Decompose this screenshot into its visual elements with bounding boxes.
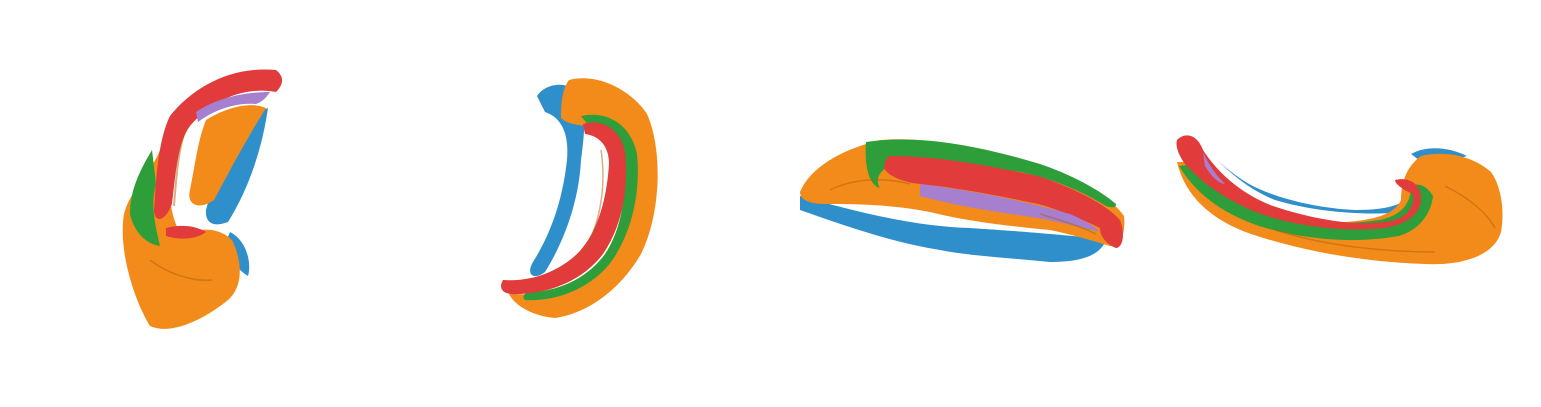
render-view-3 — [770, 0, 1155, 407]
render-view-2 — [385, 0, 770, 407]
surface-region-b — [800, 196, 1106, 262]
surface-region-e — [196, 92, 270, 122]
render-view-4 — [1155, 0, 1541, 407]
surface-shading — [1274, 185, 1496, 253]
surface-region-b — [530, 84, 585, 277]
surface-shading — [578, 149, 604, 261]
surface-region-c — [1176, 135, 1421, 230]
surface-region-e — [1203, 152, 1225, 184]
surface-region-a — [1177, 153, 1503, 265]
surface-region-d — [130, 150, 160, 246]
surface-shading — [149, 127, 213, 282]
hippocampus-surface-render-2 — [501, 78, 658, 318]
surface-region-d — [523, 114, 638, 301]
surface-region-e — [920, 184, 1100, 232]
hippocampus-surface-render-4 — [1176, 135, 1503, 265]
surface-region-c — [884, 156, 1123, 248]
surface-region-d — [865, 139, 1116, 208]
surface-region-c — [501, 122, 627, 295]
hippocampus-surface-render-1 — [122, 69, 283, 329]
surface-region-c — [154, 69, 283, 239]
hippocampus-surface-render-3 — [800, 139, 1125, 262]
render-view-1 — [0, 0, 385, 407]
surface-shading — [829, 179, 1097, 235]
